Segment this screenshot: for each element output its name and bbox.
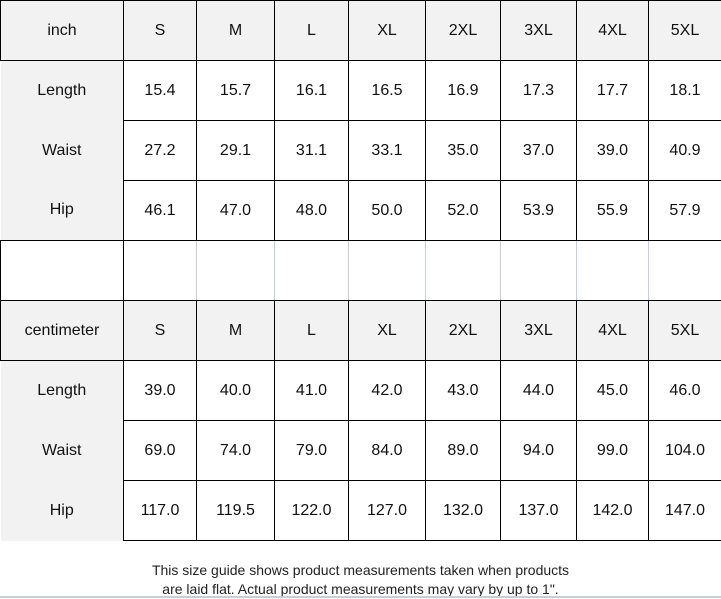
size-header: 5XL	[649, 1, 721, 61]
measurement-value: 47.0	[197, 181, 275, 241]
note-line-1: This size guide shows product measuremen…	[0, 561, 721, 580]
size-header: 5XL	[649, 301, 721, 361]
measurement-value: 17.3	[501, 61, 577, 121]
measurement-label: Hip	[1, 181, 124, 241]
size-header: 2XL	[426, 301, 501, 361]
measurement-value: 48.0	[275, 181, 349, 241]
measurement-value: 117.0	[124, 481, 197, 541]
measurement-value: 57.9	[649, 181, 721, 241]
measurement-value: 39.0	[124, 361, 197, 421]
measurement-value: 79.0	[275, 421, 349, 481]
empty-cell	[426, 241, 501, 301]
measurement-value: 45.0	[577, 361, 649, 421]
size-header: S	[124, 301, 197, 361]
measurement-value: 18.1	[649, 61, 721, 121]
empty-cell	[649, 241, 721, 301]
size-header: S	[124, 1, 197, 61]
measurement-value: 16.9	[426, 61, 501, 121]
measurement-value: 122.0	[275, 481, 349, 541]
measurement-value: 16.1	[275, 61, 349, 121]
measurement-value: 27.2	[124, 121, 197, 181]
measurement-value: 89.0	[426, 421, 501, 481]
size-guide-note: This size guide shows product measuremen…	[0, 561, 721, 599]
size-header: XL	[349, 301, 426, 361]
size-header: L	[275, 301, 349, 361]
size-header: 4XL	[577, 301, 649, 361]
size-header: XL	[349, 1, 426, 61]
measurement-value: 40.9	[649, 121, 721, 181]
measurement-value: 69.0	[124, 421, 197, 481]
measurement-value: 16.5	[349, 61, 426, 121]
size-header: 3XL	[501, 1, 577, 61]
measurement-label: Length	[1, 61, 124, 121]
unit-header: inch	[1, 1, 124, 61]
measurement-label: Waist	[1, 421, 124, 481]
size-header: M	[197, 301, 275, 361]
measurement-value: 53.9	[501, 181, 577, 241]
measurement-value: 74.0	[197, 421, 275, 481]
size-header: M	[197, 1, 275, 61]
measurement-value: 41.0	[275, 361, 349, 421]
measurement-value: 46.0	[649, 361, 721, 421]
empty-cell	[349, 241, 426, 301]
measurement-value: 137.0	[501, 481, 577, 541]
empty-cell	[197, 241, 275, 301]
measurement-value: 31.1	[275, 121, 349, 181]
measurement-value: 50.0	[349, 181, 426, 241]
measurement-value: 104.0	[649, 421, 721, 481]
size-header: 2XL	[426, 1, 501, 61]
measurement-label: Hip	[1, 481, 124, 541]
size-header: 3XL	[501, 301, 577, 361]
size-header: L	[275, 1, 349, 61]
measurement-value: 94.0	[501, 421, 577, 481]
measurement-value: 147.0	[649, 481, 721, 541]
measurement-value: 37.0	[501, 121, 577, 181]
measurement-value: 84.0	[349, 421, 426, 481]
measurement-label: Waist	[1, 121, 124, 181]
spacer-row	[1, 241, 721, 301]
measurement-value: 44.0	[501, 361, 577, 421]
measurement-value: 43.0	[426, 361, 501, 421]
measurement-value: 55.9	[577, 181, 649, 241]
measurement-value: 52.0	[426, 181, 501, 241]
size-header: 4XL	[577, 1, 649, 61]
measurement-value: 15.7	[197, 61, 275, 121]
measurement-value: 46.1	[124, 181, 197, 241]
measurement-value: 99.0	[577, 421, 649, 481]
empty-cell	[577, 241, 649, 301]
measurement-value: 119.5	[197, 481, 275, 541]
measurement-value: 33.1	[349, 121, 426, 181]
measurement-value: 39.0	[577, 121, 649, 181]
measurement-value: 17.7	[577, 61, 649, 121]
measurement-value: 127.0	[349, 481, 426, 541]
empty-cell	[1, 241, 124, 301]
measurement-value: 40.0	[197, 361, 275, 421]
empty-cell	[501, 241, 577, 301]
empty-cell	[124, 241, 197, 301]
measurement-value: 15.4	[124, 61, 197, 121]
empty-cell	[275, 241, 349, 301]
measurement-value: 35.0	[426, 121, 501, 181]
measurement-value: 29.1	[197, 121, 275, 181]
measurement-label: Length	[1, 361, 124, 421]
unit-header: centimeter	[1, 301, 124, 361]
measurement-value: 132.0	[426, 481, 501, 541]
measurement-value: 42.0	[349, 361, 426, 421]
measurement-value: 142.0	[577, 481, 649, 541]
